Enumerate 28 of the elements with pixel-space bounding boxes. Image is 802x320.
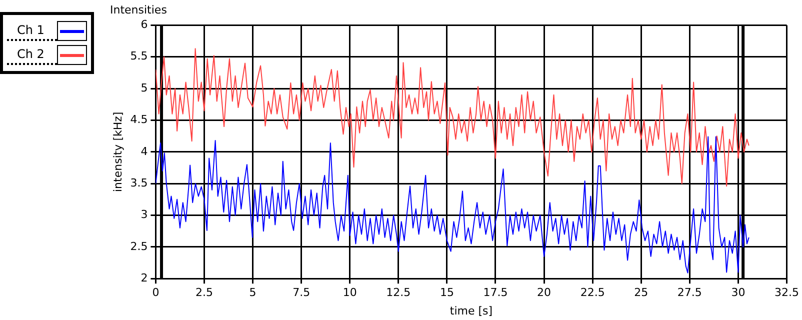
chart-title: Intensities <box>110 3 168 16</box>
y-tick-label: 4 <box>140 144 148 158</box>
y-tick-label: 2 <box>140 271 148 284</box>
x-tick-label: 10 <box>342 286 357 300</box>
legend-label: Ch 1 <box>7 21 57 41</box>
y-tick-label: 3 <box>140 208 148 222</box>
x-tick-label: 7.5 <box>292 286 310 300</box>
x-tick-label: 12.5 <box>386 286 411 300</box>
y-tick-label: 5 <box>140 81 148 94</box>
y-tick-label: 6 <box>140 18 148 32</box>
y-axis-title: intensity [kHz] <box>111 112 124 192</box>
y-tick-label: 3.5 <box>130 176 148 190</box>
y-tick-label: 5.5 <box>130 50 148 63</box>
x-tick-label: 32.5 <box>774 286 800 300</box>
y-tick-label: 2.5 <box>130 240 148 253</box>
y-tick-label: 4.5 <box>130 113 148 126</box>
x-tick-label: 17.5 <box>483 286 508 300</box>
x-tick-label: 27.5 <box>677 286 702 300</box>
x-tick-label: 25 <box>634 286 648 300</box>
x-axis-title: time [s] <box>450 304 493 318</box>
x-tick-label: 0 <box>152 286 160 300</box>
x-tick-label: 30 <box>731 286 746 300</box>
x-tick-label: 20 <box>537 286 552 300</box>
x-tick-label: 15 <box>440 286 454 300</box>
x-tick-label: 22.5 <box>580 286 605 300</box>
legend-label: Ch 2 <box>7 45 57 65</box>
x-tick-label: 5 <box>249 286 256 300</box>
x-tick-label: 2.5 <box>195 286 213 300</box>
